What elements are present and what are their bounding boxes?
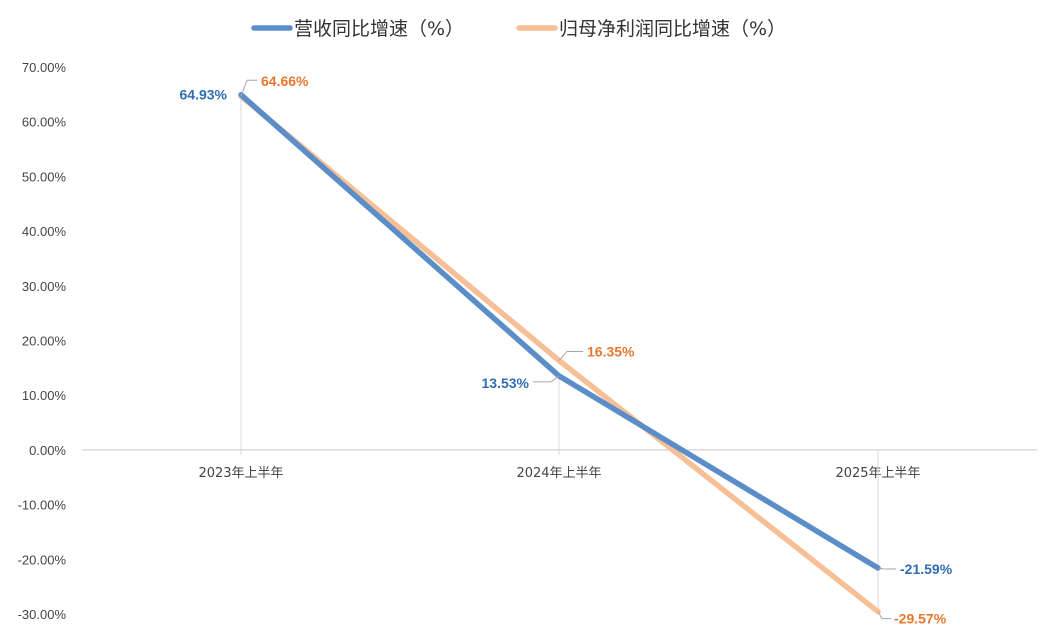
- legend-label: 归母净利润同比增速（%）: [559, 18, 786, 40]
- y-tick-label: -20.00%: [18, 552, 67, 567]
- series-line: [238, 91, 881, 571]
- data-label: 64.93%: [180, 87, 228, 103]
- data-labels: 64.93% 13.53% -21.59% 64.66% 16.35% -29.57%: [180, 73, 953, 626]
- data-label: -21.59%: [900, 561, 953, 577]
- y-tick-label: 70.00%: [22, 60, 67, 75]
- data-label: 13.53%: [482, 375, 530, 391]
- data-label: -29.57%: [894, 611, 947, 627]
- leader-line: [558, 350, 583, 361]
- y-tick-label: 20.00%: [22, 334, 67, 349]
- y-tick-label: 40.00%: [22, 224, 67, 239]
- leader-line: [240, 79, 257, 97]
- y-tick-label: 30.00%: [22, 279, 67, 294]
- y-tick-label: -10.00%: [18, 498, 67, 513]
- series-line: [238, 93, 881, 615]
- y-tick-label: 50.00%: [22, 169, 67, 184]
- data-label: 16.35%: [587, 343, 635, 359]
- x-tick-label: 2024年上半年: [516, 466, 601, 481]
- y-tick-label: 0.00%: [29, 443, 66, 458]
- y-tick-label: 10.00%: [22, 388, 67, 403]
- legend-label: 营收同比增速（%）: [294, 18, 464, 40]
- plot-area: [238, 91, 881, 615]
- leader-line: [877, 567, 896, 570]
- data-label: 64.66%: [261, 73, 309, 89]
- y-tick-label: 60.00%: [22, 115, 67, 130]
- leader-line: [533, 375, 560, 383]
- x-tick-label: 2023年上半年: [198, 466, 283, 481]
- y-axis: 70.00% 60.00% 50.00% 40.00% 30.00% 20.00% 10.0…: [18, 60, 67, 622]
- leader-line: [877, 611, 891, 620]
- y-tick-label: -30.00%: [18, 607, 67, 622]
- legend: 营收同比增速（%） 归母净利润同比增速（%）: [251, 18, 786, 40]
